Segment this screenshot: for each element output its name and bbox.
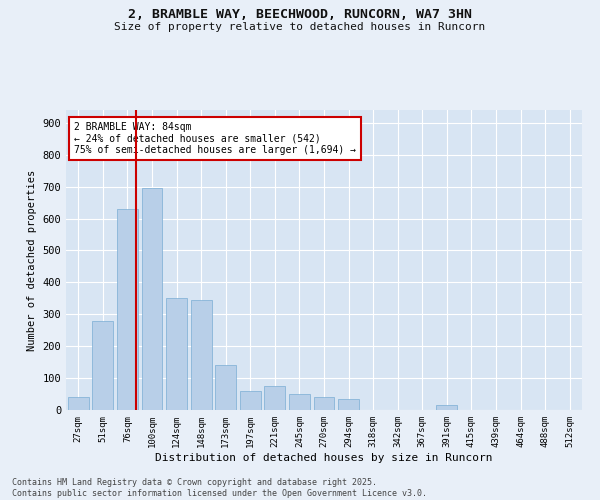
Bar bbox=[314, 397, 334, 410]
Bar bbox=[338, 399, 359, 410]
Bar bbox=[289, 394, 310, 410]
Text: Contains HM Land Registry data © Crown copyright and database right 2025.
Contai: Contains HM Land Registry data © Crown c… bbox=[12, 478, 427, 498]
Bar bbox=[191, 300, 212, 410]
Text: 2, BRAMBLE WAY, BEECHWOOD, RUNCORN, WA7 3HN: 2, BRAMBLE WAY, BEECHWOOD, RUNCORN, WA7 … bbox=[128, 8, 472, 20]
Bar bbox=[166, 298, 187, 410]
Bar bbox=[240, 391, 261, 410]
Bar bbox=[265, 386, 286, 410]
Bar bbox=[92, 320, 113, 410]
Bar bbox=[117, 209, 138, 410]
Y-axis label: Number of detached properties: Number of detached properties bbox=[27, 170, 37, 350]
Bar bbox=[68, 397, 89, 410]
Text: 2 BRAMBLE WAY: 84sqm
← 24% of detached houses are smaller (542)
75% of semi-deta: 2 BRAMBLE WAY: 84sqm ← 24% of detached h… bbox=[74, 122, 356, 155]
Bar bbox=[142, 188, 163, 410]
Bar bbox=[436, 405, 457, 410]
Text: Size of property relative to detached houses in Runcorn: Size of property relative to detached ho… bbox=[115, 22, 485, 32]
X-axis label: Distribution of detached houses by size in Runcorn: Distribution of detached houses by size … bbox=[155, 452, 493, 462]
Bar bbox=[215, 366, 236, 410]
